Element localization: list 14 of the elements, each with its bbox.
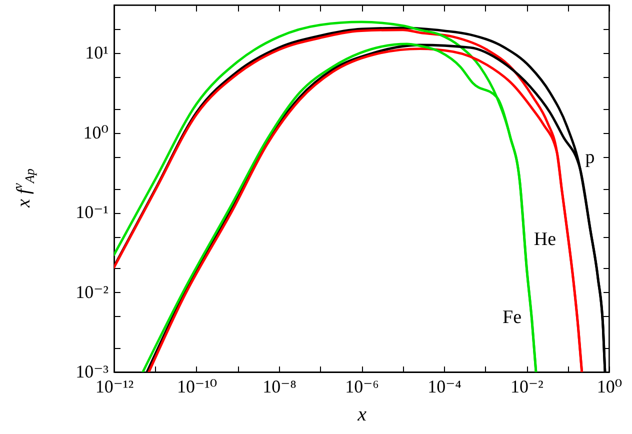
y-tick-label: 10¹ bbox=[85, 42, 108, 63]
x-tick-label: 10⁻² bbox=[510, 376, 544, 396]
x-tick-label: 10⁰ bbox=[596, 376, 622, 396]
annotation: Fe bbox=[502, 307, 522, 329]
y-tick-label: 10⁰ bbox=[83, 122, 108, 142]
x-tick-label: 10⁻⁸ bbox=[262, 376, 296, 396]
x-axis-title: x bbox=[356, 404, 367, 426]
annotation: p bbox=[585, 147, 595, 169]
x-tick-label: 10⁻¹⁰ bbox=[176, 376, 218, 396]
x-tick-label: 10⁻⁴ bbox=[428, 376, 462, 396]
y-tick-label: 10⁻² bbox=[76, 282, 108, 302]
annotation: He bbox=[534, 229, 556, 251]
y-tick-label: 10⁻¹ bbox=[76, 202, 108, 222]
x-tick-label: 10⁻⁶ bbox=[345, 376, 379, 396]
